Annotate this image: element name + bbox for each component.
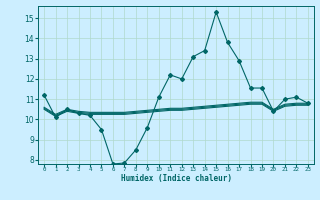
X-axis label: Humidex (Indice chaleur): Humidex (Indice chaleur) bbox=[121, 174, 231, 183]
